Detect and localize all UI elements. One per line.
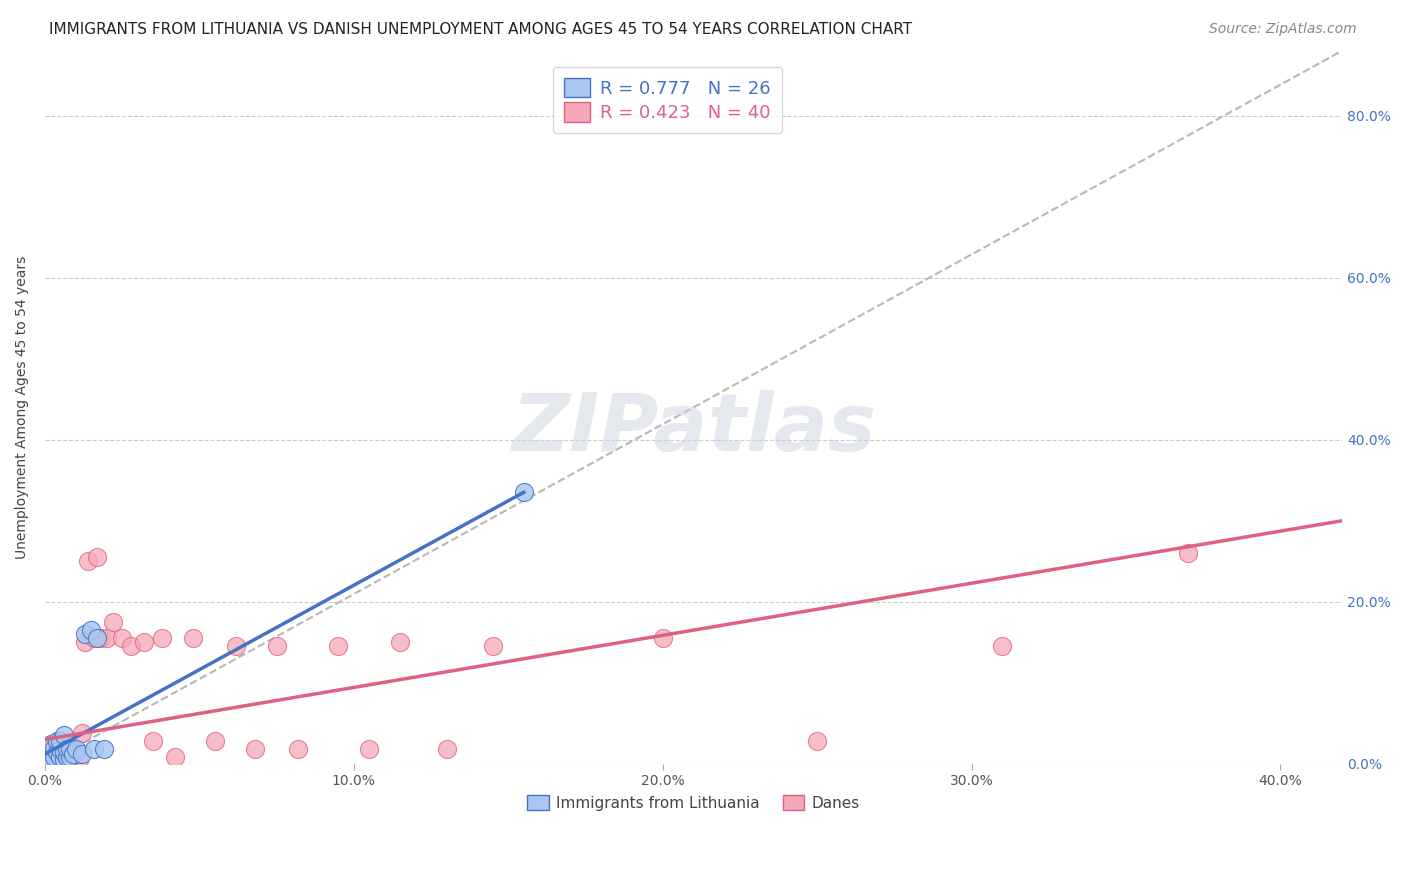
Point: [266, 640, 288, 654]
Point: [163, 750, 186, 764]
Point: [75, 627, 97, 641]
Point: [59, 750, 82, 764]
Point: [80, 623, 103, 637]
Y-axis label: Unemployment Among Ages 45 to 54 years: Unemployment Among Ages 45 to 54 years: [15, 256, 30, 559]
Point: [44, 750, 66, 764]
Point: [806, 734, 828, 748]
Text: Source: ZipAtlas.com: Source: ZipAtlas.com: [1209, 22, 1357, 37]
Point: [52, 753, 75, 767]
Point: [389, 635, 412, 649]
Point: [67, 753, 90, 767]
Point: [96, 631, 118, 645]
Point: [991, 640, 1014, 654]
Point: [132, 635, 155, 649]
Text: IMMIGRANTS FROM LITHUANIA VS DANISH UNEMPLOYMENT AMONG AGES 45 TO 54 YEARS CORRE: IMMIGRANTS FROM LITHUANIA VS DANISH UNEM…: [49, 22, 912, 37]
Point: [225, 640, 247, 654]
Point: [49, 742, 72, 756]
Point: [44, 740, 66, 755]
Point: [70, 726, 93, 740]
Point: [37, 753, 59, 767]
Point: [150, 631, 173, 645]
Point: [62, 747, 84, 761]
Point: [44, 750, 66, 764]
Point: [52, 729, 75, 743]
Point: [46, 742, 69, 756]
Point: [101, 615, 124, 629]
Point: [243, 742, 266, 756]
Point: [120, 640, 142, 654]
Legend: Immigrants from Lithuania, Danes: Immigrants from Lithuania, Danes: [522, 789, 866, 817]
Point: [55, 742, 77, 756]
Point: [70, 747, 93, 761]
Point: [59, 742, 82, 756]
Point: [39, 745, 62, 759]
Point: [75, 635, 97, 649]
Point: [86, 550, 108, 565]
Point: [287, 742, 309, 756]
Point: [181, 631, 204, 645]
Point: [77, 554, 100, 568]
Point: [512, 485, 534, 500]
Point: [86, 631, 108, 645]
Point: [52, 750, 75, 764]
Point: [46, 734, 69, 748]
Point: [359, 742, 381, 756]
Point: [46, 745, 69, 759]
Point: [651, 631, 673, 645]
Point: [436, 742, 458, 756]
Point: [52, 745, 75, 759]
Point: [49, 750, 72, 764]
Point: [65, 742, 87, 756]
Point: [39, 737, 62, 751]
Point: [482, 640, 505, 654]
Point: [83, 631, 105, 645]
Point: [39, 745, 62, 759]
Point: [90, 631, 112, 645]
Point: [62, 742, 84, 756]
Point: [65, 747, 87, 761]
Point: [49, 737, 72, 751]
Point: [59, 753, 82, 767]
Point: [93, 742, 115, 756]
Point: [55, 742, 77, 756]
Point: [55, 750, 77, 764]
Point: [37, 753, 59, 767]
Point: [49, 734, 72, 748]
Point: [142, 734, 165, 748]
Point: [83, 742, 105, 756]
Point: [1177, 546, 1199, 560]
Text: ZIPatlas: ZIPatlas: [512, 390, 876, 467]
Point: [328, 640, 350, 654]
Point: [111, 631, 134, 645]
Point: [204, 734, 226, 748]
